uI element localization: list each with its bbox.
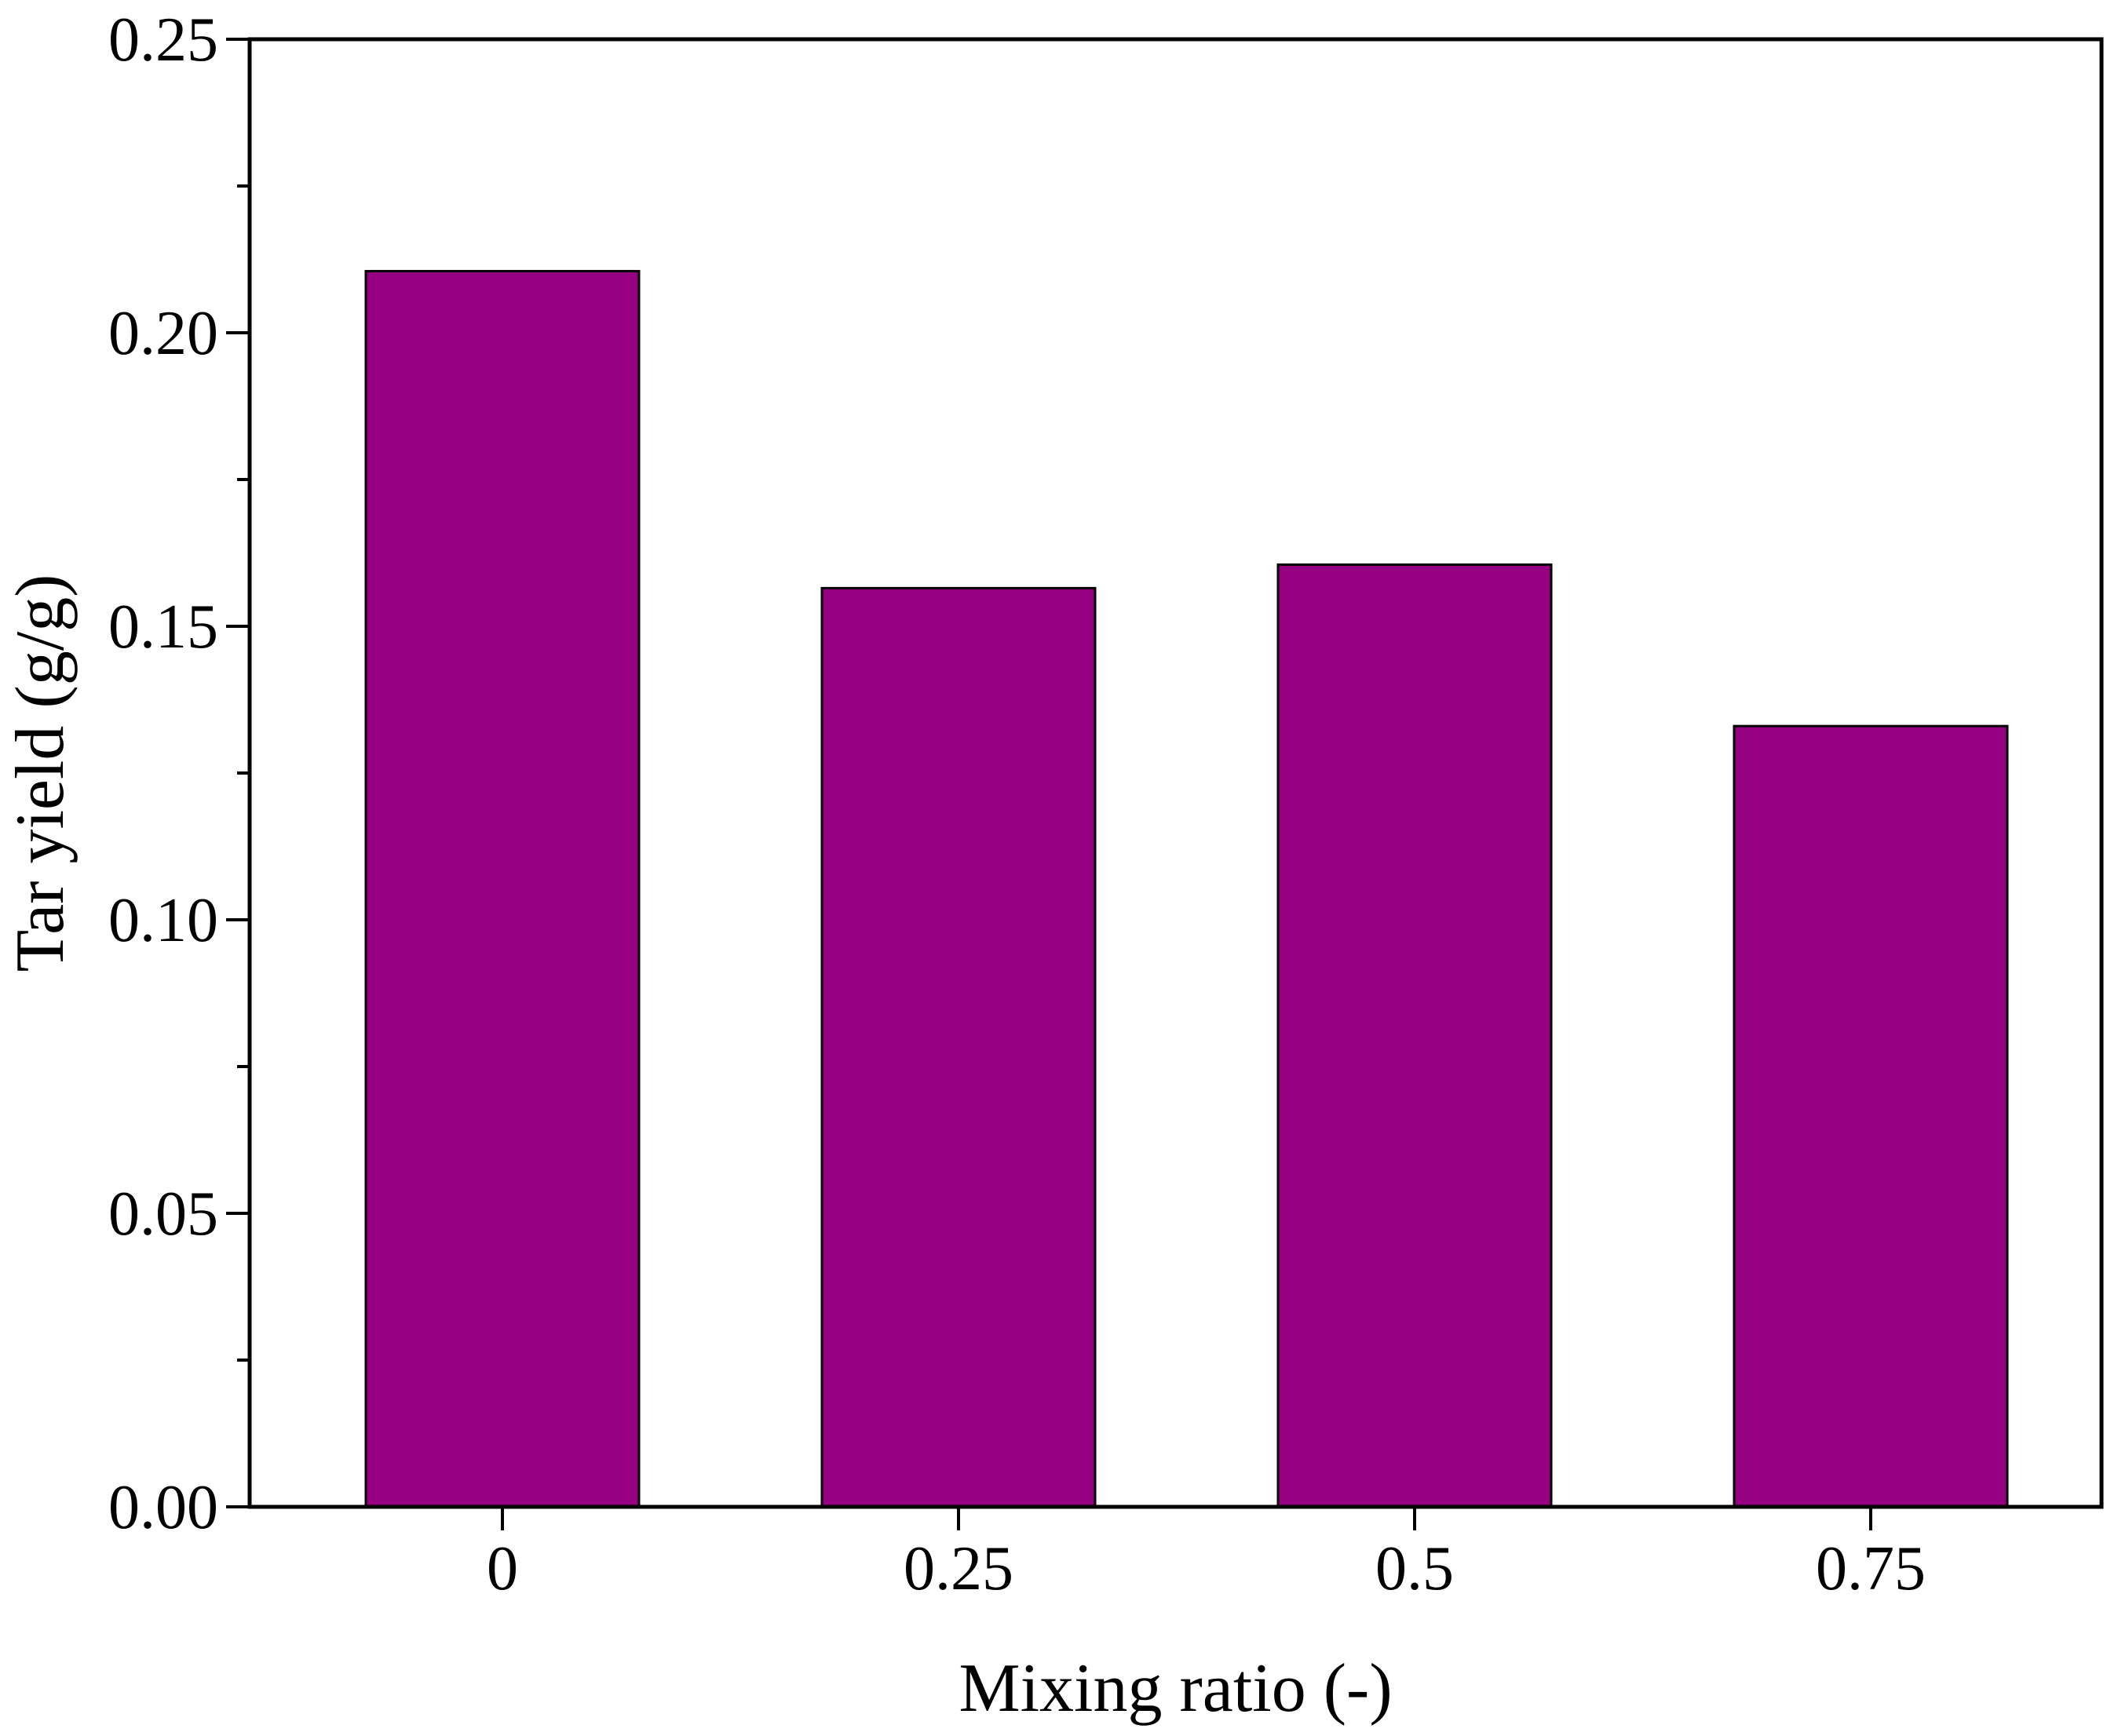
x-axis-ticks: 0 0.25 0.5 0.75 xyxy=(487,1507,1926,1603)
bar-group xyxy=(364,269,2009,1508)
bar-0.5 xyxy=(1276,563,1553,1508)
x-tick-label: 0 xyxy=(487,1534,518,1603)
y-axis-title: Tar yield (g/g) xyxy=(2,574,79,972)
bar-0.25 xyxy=(820,586,1097,1508)
y-tick-label: 0.20 xyxy=(108,299,218,368)
y-axis-ticks: 0.00 0.05 0.10 0.15 0.20 0.25 xyxy=(108,5,250,1542)
y-tick-label: 0.00 xyxy=(108,1473,218,1542)
x-tick-label: 0.25 xyxy=(904,1534,1013,1603)
x-axis-title: Mixing ratio (-) xyxy=(959,1650,1392,1727)
y-tick-label: 0.15 xyxy=(108,593,218,662)
y-tick-label: 0.05 xyxy=(108,1180,218,1249)
plot-frame xyxy=(247,37,2104,1509)
x-tick-label: 0.75 xyxy=(1816,1534,1926,1603)
y-tick-label: 0.25 xyxy=(108,5,218,75)
y-tick-label: 0.10 xyxy=(108,886,218,955)
bar-0 xyxy=(364,269,641,1508)
bar-0.75 xyxy=(1733,724,2009,1508)
x-tick-label: 0.5 xyxy=(1375,1534,1454,1603)
